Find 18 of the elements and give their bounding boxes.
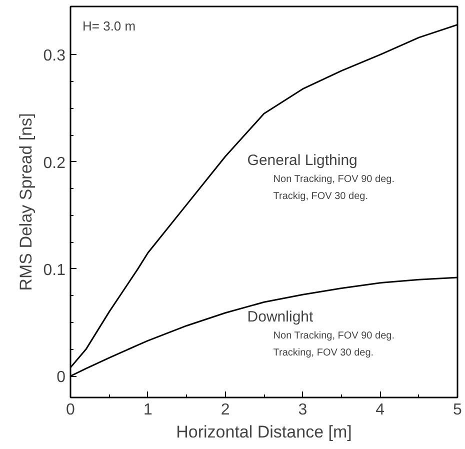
x-tick-label: 2 xyxy=(220,402,230,418)
annotation: Non Tracking, FOV 90 deg. xyxy=(273,174,394,185)
x-tick-label: 1 xyxy=(143,402,152,418)
y-axis-title: RMS Delay Spread [ns] xyxy=(16,113,36,291)
annotation: Tracking, FOV 30 deg. xyxy=(273,347,374,358)
annotation: General Ligthing xyxy=(247,152,358,169)
annotation: Downlight xyxy=(247,308,314,326)
x-tick-label: 3 xyxy=(298,402,308,418)
x-tick-label: 4 xyxy=(376,402,385,418)
y-tick-label: 0 xyxy=(56,369,66,386)
annotation: Non Tracking, FOV 90 deg. xyxy=(273,330,394,342)
annotation: H= 3.0 m xyxy=(82,18,136,34)
x-tick-label: 5 xyxy=(453,402,462,418)
x-axis-title: Horizontal Distance [m] xyxy=(176,422,352,442)
y-tick-label: 0.1 xyxy=(43,262,66,279)
y-tick-label: 0.2 xyxy=(43,154,66,172)
annotation: Trackig, FOV 30 deg. xyxy=(273,190,368,202)
y-tick-label: 0.3 xyxy=(43,48,66,65)
